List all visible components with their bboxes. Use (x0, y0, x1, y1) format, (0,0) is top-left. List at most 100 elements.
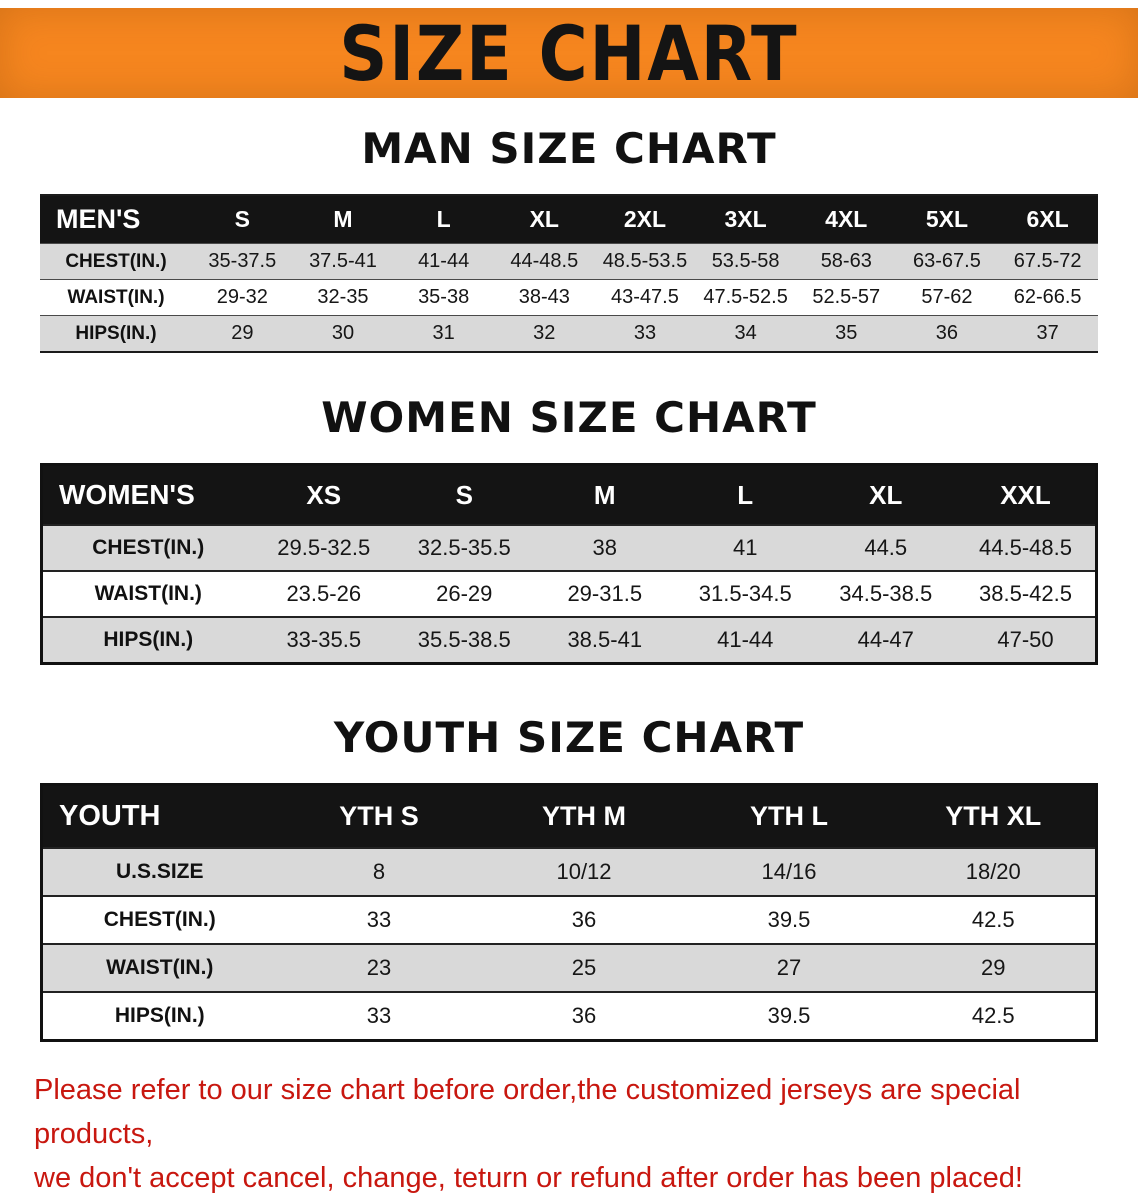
measurement-row: WAIST(IN.) 29-32 32-35 35-38 38-43 43-47.5 47.… (40, 279, 1098, 316)
size-value-cell: 35-38 (418, 286, 470, 308)
size-value-cell: 44-47 (857, 627, 914, 652)
size-column-header: XL (815, 464, 956, 525)
measurement-label: CHEST(IN.) (65, 250, 167, 272)
size-column-header: XL (493, 195, 595, 244)
women-header-row: WOMEN'S XS S M L XL XXL (41, 464, 1097, 525)
size-value-cell: 34 (734, 322, 757, 344)
measurement-row: CHEST(IN.) 33 36 39.5 42.5 (41, 896, 1097, 944)
size-value-cell: 29-31.5 (567, 581, 643, 606)
order-notice: Please refer to our size chart before or… (34, 1068, 1108, 1200)
size-column-header: M (292, 195, 394, 244)
size-column-header: YTH M (481, 784, 687, 848)
size-value-cell: 31.5-34.5 (698, 581, 792, 606)
size-value-cell: 36 (935, 322, 959, 344)
measurement-row: CHEST(IN.) 29.5-32.5 32.5-35.5 38 41 44.5 44.5… (41, 525, 1097, 571)
measurement-row: HIPS(IN.) 33 36 39.5 42.5 (41, 992, 1097, 1041)
size-value-cell: 10/12 (556, 859, 612, 884)
size-column-header: M (534, 464, 675, 525)
size-value-cell: 29-32 (216, 286, 268, 308)
size-chart-banner: SIZE CHART (0, 8, 1138, 98)
size-value-cell: 33 (366, 907, 392, 932)
size-value-cell: 32 (533, 322, 556, 344)
measurement-label: WAIST(IN.) (67, 286, 165, 308)
size-value-cell: 67.5-72 (1013, 250, 1082, 272)
measurement-label: WAIST(IN.) (94, 582, 202, 605)
size-value-cell: 35.5-38.5 (417, 627, 511, 652)
measurement-row: CHEST(IN.) 35-37.5 37.5-41 41-44 44-48.5 48.5… (40, 243, 1098, 280)
size-column-header: YTH XL (891, 784, 1097, 848)
youth-section-heading: YOUTH SIZE CHART (333, 713, 805, 762)
size-value-cell: 37.5-41 (309, 250, 377, 272)
size-value-cell: 38.5-42.5 (979, 581, 1072, 606)
size-value-cell: 33-35.5 (286, 627, 362, 652)
banner-title: SIZE CHART (339, 8, 799, 98)
size-column-header: 3XL (695, 195, 796, 244)
size-value-cell: 39.5 (767, 1003, 811, 1028)
men-table-body: CHEST(IN.) 35-37.5 37.5-41 41-44 44-48.5 48.5… (40, 243, 1098, 352)
size-value-cell: 35-37.5 (208, 250, 277, 272)
women-section-heading: WOMEN SIZE CHART (321, 393, 817, 442)
men-header-row: MEN'S S M L XL 2XL 3XL 4XL 5XL 6XL (40, 195, 1098, 244)
size-value-cell: 35 (835, 322, 858, 344)
size-value-cell: 41-44 (717, 627, 774, 652)
men-size-table: MEN'S S M L XL 2XL 3XL 4XL 5XL 6XL CHEST(IN.) 35-3… (40, 194, 1098, 353)
measurement-label: CHEST(IN.) (103, 908, 216, 931)
size-value-cell: 47.5-52.5 (703, 286, 788, 308)
women-size-table: WOMEN'S XS S M L XL XXL CHEST(IN.) 29.5-32.5 32.… (40, 463, 1098, 665)
size-value-cell: 34.5-38.5 (839, 581, 933, 606)
size-column-header: XXL (956, 464, 1097, 525)
size-value-cell: 44.5-48.5 (979, 535, 1072, 560)
size-column-header: YTH S (276, 784, 482, 848)
size-value-cell: 38.5-41 (567, 627, 643, 652)
size-value-cell: 44-48.5 (510, 250, 579, 272)
measurement-row: HIPS(IN.) 33-35.5 35.5-38.5 38.5-41 41-44 44-… (41, 617, 1097, 664)
measurement-label: HIPS(IN.) (103, 628, 194, 651)
size-value-cell: 52.5-57 (812, 286, 881, 308)
measurement-label: U.S.SIZE (115, 860, 204, 883)
size-value-cell: 29.5-32.5 (277, 535, 371, 560)
measurement-label: HIPS(IN.) (75, 322, 157, 344)
size-column-header: L (393, 195, 494, 244)
size-value-cell: 47-50 (997, 627, 1054, 652)
size-value-cell: 18/20 (965, 859, 1021, 884)
youth-size-table: YOUTH YTH S YTH M YTH L YTH XL U.S.SIZE 8 10/1… (40, 783, 1098, 1042)
size-value-cell: 58-63 (820, 250, 872, 272)
size-value-cell: 23 (366, 955, 392, 980)
men-size-section: MAN SIZE CHART MEN'S S M L XL 2XL 3XL 4XL 5XL 6XL… (0, 126, 1138, 353)
table-corner-label: WOMEN'S (41, 464, 254, 525)
measurement-row: WAIST(IN.) 23 25 27 29 (41, 944, 1097, 992)
size-column-header: S (394, 464, 535, 525)
youth-header-row: YOUTH YTH S YTH M YTH L YTH XL (41, 784, 1097, 848)
size-column-header: 5XL (896, 195, 998, 244)
size-column-header: L (675, 464, 816, 525)
size-value-cell: 38-43 (518, 286, 570, 308)
size-value-cell: 57-62 (921, 286, 973, 308)
youth-size-section: YOUTH SIZE CHART YOUTH YTH S YTH M YTH L YTH… (0, 715, 1138, 1042)
size-value-cell: 42.5 (971, 1003, 1015, 1028)
size-value-cell: 14/16 (761, 859, 817, 884)
size-value-cell: 29 (231, 322, 254, 344)
size-value-cell: 39.5 (767, 907, 811, 932)
size-column-header: XS (253, 464, 394, 525)
size-value-cell: 29 (981, 955, 1006, 980)
size-column-header: 6XL (997, 195, 1098, 244)
size-column-header: YTH L (686, 784, 892, 848)
men-section-heading: MAN SIZE CHART (361, 124, 777, 173)
size-value-cell: 62-66.5 (1013, 286, 1082, 308)
size-value-cell: 32-35 (317, 286, 369, 308)
table-corner-label: YOUTH (41, 784, 277, 848)
size-value-cell: 37 (1036, 322, 1059, 344)
size-value-cell: 33 (633, 322, 657, 344)
order-notice-line-2: we don't accept cancel, change, teturn o… (34, 1162, 1023, 1194)
measurement-label: CHEST(IN.) (92, 536, 205, 559)
size-value-cell: 44.5 (864, 535, 908, 560)
size-value-cell: 43-47.5 (611, 286, 679, 308)
youth-table-body: U.S.SIZE 8 10/12 14/16 18/20 CHEST(IN.) 33 36 39… (41, 848, 1097, 1041)
order-notice-line-1: Please refer to our size chart before or… (34, 1074, 1021, 1150)
size-value-cell: 53.5-58 (711, 250, 780, 272)
size-value-cell: 42.5 (971, 907, 1015, 932)
measurement-row: WAIST(IN.) 23.5-26 26-29 29-31.5 31.5-34.5 34… (41, 571, 1097, 617)
size-value-cell: 27 (776, 955, 802, 980)
size-value-cell: 38 (592, 535, 617, 560)
measurement-row: HIPS(IN.) 29 30 31 32 33 34 35 36 37 (40, 315, 1098, 352)
